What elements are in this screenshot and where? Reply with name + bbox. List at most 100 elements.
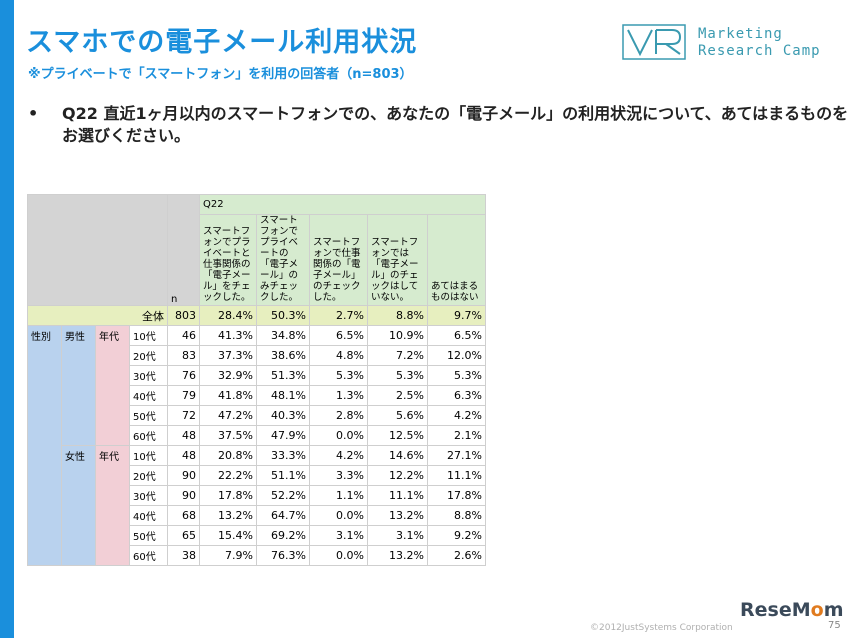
table-cell: 34.8%	[256, 325, 310, 346]
logo-line-1: Marketing	[698, 26, 783, 42]
gender-label: 男性	[61, 325, 96, 446]
column-header: スマートフォンでプライベートと仕事関係の「電子メール」をチェックした。	[199, 214, 257, 306]
table-cell: 28.4%	[199, 305, 257, 326]
table-cell: 12.0%	[427, 345, 486, 366]
age-label: 50代	[129, 405, 168, 426]
total-n: 803	[167, 305, 200, 326]
age-label: 60代	[129, 545, 168, 566]
logo-text: Marketing Research Camp	[698, 26, 821, 60]
watermark-part-3: m	[823, 599, 844, 621]
table-cell: 3.1%	[309, 525, 368, 546]
table-cell: 17.8%	[199, 485, 257, 506]
age-label: 20代	[129, 465, 168, 486]
age-label: 20代	[129, 345, 168, 366]
n-cell: 83	[167, 345, 200, 366]
age-label: 40代	[129, 505, 168, 526]
table-cell: 2.6%	[427, 545, 486, 566]
n-cell: 90	[167, 465, 200, 486]
gender-label: 女性	[61, 445, 96, 566]
table-cell: 12.5%	[367, 425, 428, 446]
table-cell: 40.3%	[256, 405, 310, 426]
table-row: 60代 38 7.9% 76.3% 0.0% 13.2% 2.6%	[28, 545, 486, 566]
n-cell: 68	[167, 505, 200, 526]
table-cell: 38.6%	[256, 345, 310, 366]
table-row: 性別 男性 年代 10代 46 41.3% 34.8% 6.5% 10.9% 6.5%	[27, 325, 486, 566]
table-cell: 2.7%	[309, 305, 368, 326]
slide-title: スマホでの電子メール利用状況	[26, 27, 418, 58]
watermark-part-1: ReseM	[740, 599, 811, 621]
table-cell: 14.6%	[367, 445, 428, 466]
table-cell: 52.2%	[256, 485, 310, 506]
table-cell: 4.8%	[309, 345, 368, 366]
table-cell: 6.5%	[427, 325, 486, 346]
table-header-row: スマートフォンでプライベートと仕事関係の「電子メール」をチェックした。 スマートフ…	[28, 214, 486, 306]
table-cell: 47.2%	[199, 405, 257, 426]
table-cell: 1.1%	[309, 485, 368, 506]
age-label: 30代	[129, 485, 168, 506]
page-number: 75	[828, 620, 841, 631]
age-label: 50代	[129, 525, 168, 546]
age-label: 40代	[129, 385, 168, 406]
table-cell: 41.8%	[199, 385, 257, 406]
table-cell: 48.1%	[256, 385, 310, 406]
table-cell: 15.4%	[199, 525, 257, 546]
n-cell: 90	[167, 485, 200, 506]
age-category-label: 年代	[95, 445, 130, 566]
copyright: ©2012JustSystems Corporation	[590, 623, 733, 633]
table-cell: 8.8%	[367, 305, 428, 326]
table-row-total: 全体 803 28.4% 50.3% 2.7% 8.8% 9.7%	[27, 305, 486, 326]
table-cell: 11.1%	[427, 465, 486, 486]
table-cell: 5.3%	[309, 365, 368, 386]
table-cell: 32.9%	[199, 365, 257, 386]
table-cell: 47.9%	[256, 425, 310, 446]
bullet: •	[28, 104, 39, 123]
n-cell: 48	[167, 445, 200, 466]
age-label: 10代	[129, 445, 168, 466]
table-row: 30代 90 17.8% 52.2% 1.1% 11.1% 17.8%	[28, 485, 486, 506]
table-cell: 0.0%	[309, 505, 368, 526]
table-cell: 4.2%	[427, 405, 486, 426]
table-row: 20代 83 37.3% 38.6% 4.8% 7.2% 12.0%	[28, 345, 486, 366]
results-table: n Q22 スマートフォンでプライベートと仕事関係の「電子メール」をチェックした。ス…	[27, 194, 486, 566]
table-cell: 8.8%	[427, 505, 486, 526]
table-cell: 51.1%	[256, 465, 310, 486]
table-cell: 13.2%	[367, 545, 428, 566]
gender-category-label: 性別	[27, 325, 62, 566]
table-cell: 2.5%	[367, 385, 428, 406]
table-cell: 64.7%	[256, 505, 310, 526]
table-row: 20代 90 22.2% 51.1% 3.3% 12.2% 11.1%	[28, 465, 486, 486]
slide-subtitle: ※プライベートで「スマートフォン」を利用の回答者（n=803）	[28, 67, 413, 82]
table-cell: 51.3%	[256, 365, 310, 386]
table-cell: 41.3%	[199, 325, 257, 346]
age-label: 10代	[129, 325, 168, 346]
column-header: スマートフォンで仕事関係の「電子メール」のチェックした。	[309, 214, 368, 306]
table-cell: 12.2%	[367, 465, 428, 486]
table-cell: 13.2%	[367, 505, 428, 526]
n-cell: 65	[167, 525, 200, 546]
table-cell: 3.3%	[309, 465, 368, 486]
n-cell: 79	[167, 385, 200, 406]
watermark-part-2: o	[810, 599, 824, 621]
table-cell: 13.2%	[199, 505, 257, 526]
n-cell: 46	[167, 325, 200, 346]
age-category-label: 年代	[95, 325, 130, 446]
table-cell: 27.1%	[427, 445, 486, 466]
table-cell: 37.3%	[199, 345, 257, 366]
resemom-watermark: ReseMom	[740, 599, 844, 621]
age-label: 30代	[129, 365, 168, 386]
n-cell: 76	[167, 365, 200, 386]
table-cell: 6.5%	[309, 325, 368, 346]
n-cell: 38	[167, 545, 200, 566]
table-row: 40代 79 41.8% 48.1% 1.3% 2.5% 6.3%	[28, 385, 486, 406]
table-row: 50代 72 47.2% 40.3% 2.8% 5.6% 4.2%	[28, 405, 486, 426]
table-cell: 2.1%	[427, 425, 486, 446]
marketing-research-camp-logo: Marketing Research Camp	[622, 24, 842, 64]
table-header-row: n Q22	[27, 194, 486, 306]
question-text: Q22 直近1ヶ月以内のスマートフォンでの、あなたの「電子メール」の利用状況につ…	[62, 104, 849, 145]
table-cell: 50.3%	[256, 305, 310, 326]
table-cell: 17.8%	[427, 485, 486, 506]
table-cell: 5.3%	[427, 365, 486, 386]
table-cell: 4.2%	[309, 445, 368, 466]
table-cell: 7.9%	[199, 545, 257, 566]
table-cell: 69.2%	[256, 525, 310, 546]
